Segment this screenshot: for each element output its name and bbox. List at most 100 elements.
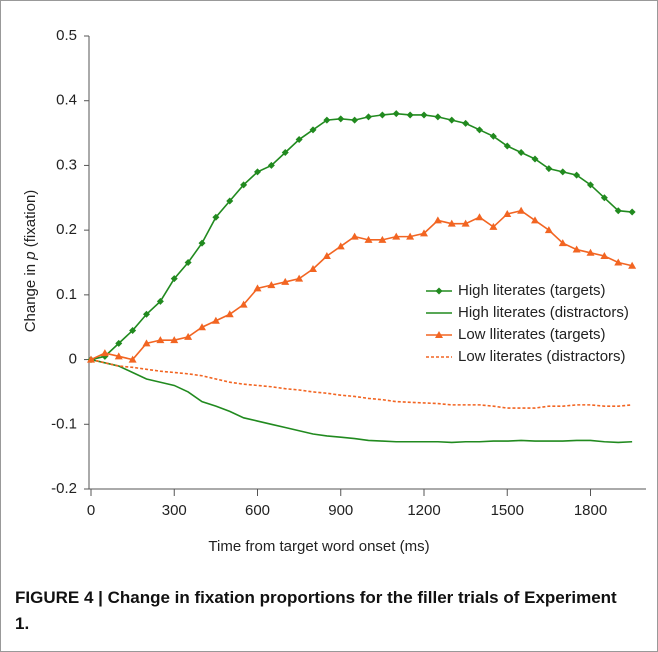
series-line [90,209,633,361]
marker [184,332,193,340]
marker [351,116,359,124]
marker [239,300,248,308]
marker [420,229,428,237]
marker [267,161,275,169]
y-tick-label: 0.1 [56,286,77,303]
y-tick-label: -0.2 [51,480,77,497]
x-tick-label: 1800 [574,502,607,519]
marker [406,232,415,240]
marker [558,239,567,247]
marker [322,252,331,260]
marker [531,155,539,163]
marker [434,113,442,121]
y-tick-label: 0.3 [56,156,77,173]
marker [517,148,525,156]
caption: FIGURE 4 | Change in fixation proportion… [15,588,617,633]
marker [392,232,401,240]
marker [489,222,498,230]
y-tick-label: 0.2 [56,221,77,238]
marker [350,232,359,240]
marker [447,219,456,227]
marker [267,281,276,289]
marker [295,136,303,144]
marker [254,168,261,176]
x-tick-label: 1200 [407,502,440,519]
marker [461,219,470,227]
y-label-part: Change in [22,264,39,332]
marker [142,339,151,347]
marker [517,206,526,214]
marker [198,239,206,247]
y-tick-label: 0.4 [56,92,77,109]
marker [614,207,622,215]
marker [392,110,400,118]
marker [559,168,567,176]
marker [211,316,220,324]
legend-label: Low lliterates (targets) [458,326,606,343]
marker [448,116,456,124]
marker [156,336,165,344]
legend-label: High literates (distractors) [458,304,629,321]
x-tick-label: 600 [245,502,270,519]
marker [476,126,483,134]
y-axis-label: Change in p (fixation) [22,190,39,333]
x-tick-label: 0 [87,502,95,519]
y-tick-label: 0.5 [56,27,77,44]
marker [475,213,484,221]
y-label-part: (fixation) [22,190,39,248]
series-line [90,358,633,444]
marker [489,132,497,140]
marker [114,352,123,360]
marker [336,242,345,250]
marker [545,165,553,173]
legend-label: High literates (targets) [458,282,606,299]
series-line [90,112,633,361]
marker [433,216,442,224]
marker [378,235,387,243]
marker [503,142,511,150]
marker [226,197,234,205]
legend-label: Low literates (distractors) [458,348,626,365]
marker [614,258,623,266]
marker [309,264,317,272]
marker [406,111,414,119]
marker [600,194,608,202]
marker [435,331,443,338]
marker [531,216,539,224]
y-tick-label: 0 [69,351,77,368]
marker [587,181,594,189]
marker [503,209,512,217]
x-tick-label: 1500 [491,502,524,519]
y-label-part: p [22,251,39,260]
marker [462,119,470,127]
marker [253,284,262,292]
marker [184,259,192,266]
marker [323,116,331,124]
marker [281,277,290,285]
x-axis-label: Time from target word onset (ms) [208,538,429,555]
marker [281,148,289,156]
marker [420,111,428,119]
marker [573,171,581,179]
marker [128,355,137,363]
marker [156,297,164,305]
series-line [90,358,633,409]
marker [170,275,178,283]
marker [572,245,581,253]
marker [628,208,636,216]
marker [225,310,234,318]
y-tick-label: -0.1 [51,415,77,432]
marker [115,339,123,347]
marker [365,113,372,121]
marker [295,274,304,282]
marker [143,310,150,318]
marker [378,111,386,119]
marker [240,181,248,189]
chart: Time from target word onset (ms) Change … [22,27,646,555]
marker [586,248,595,256]
marker [337,115,345,123]
marker [170,336,179,344]
marker [212,213,220,221]
marker [544,226,553,234]
